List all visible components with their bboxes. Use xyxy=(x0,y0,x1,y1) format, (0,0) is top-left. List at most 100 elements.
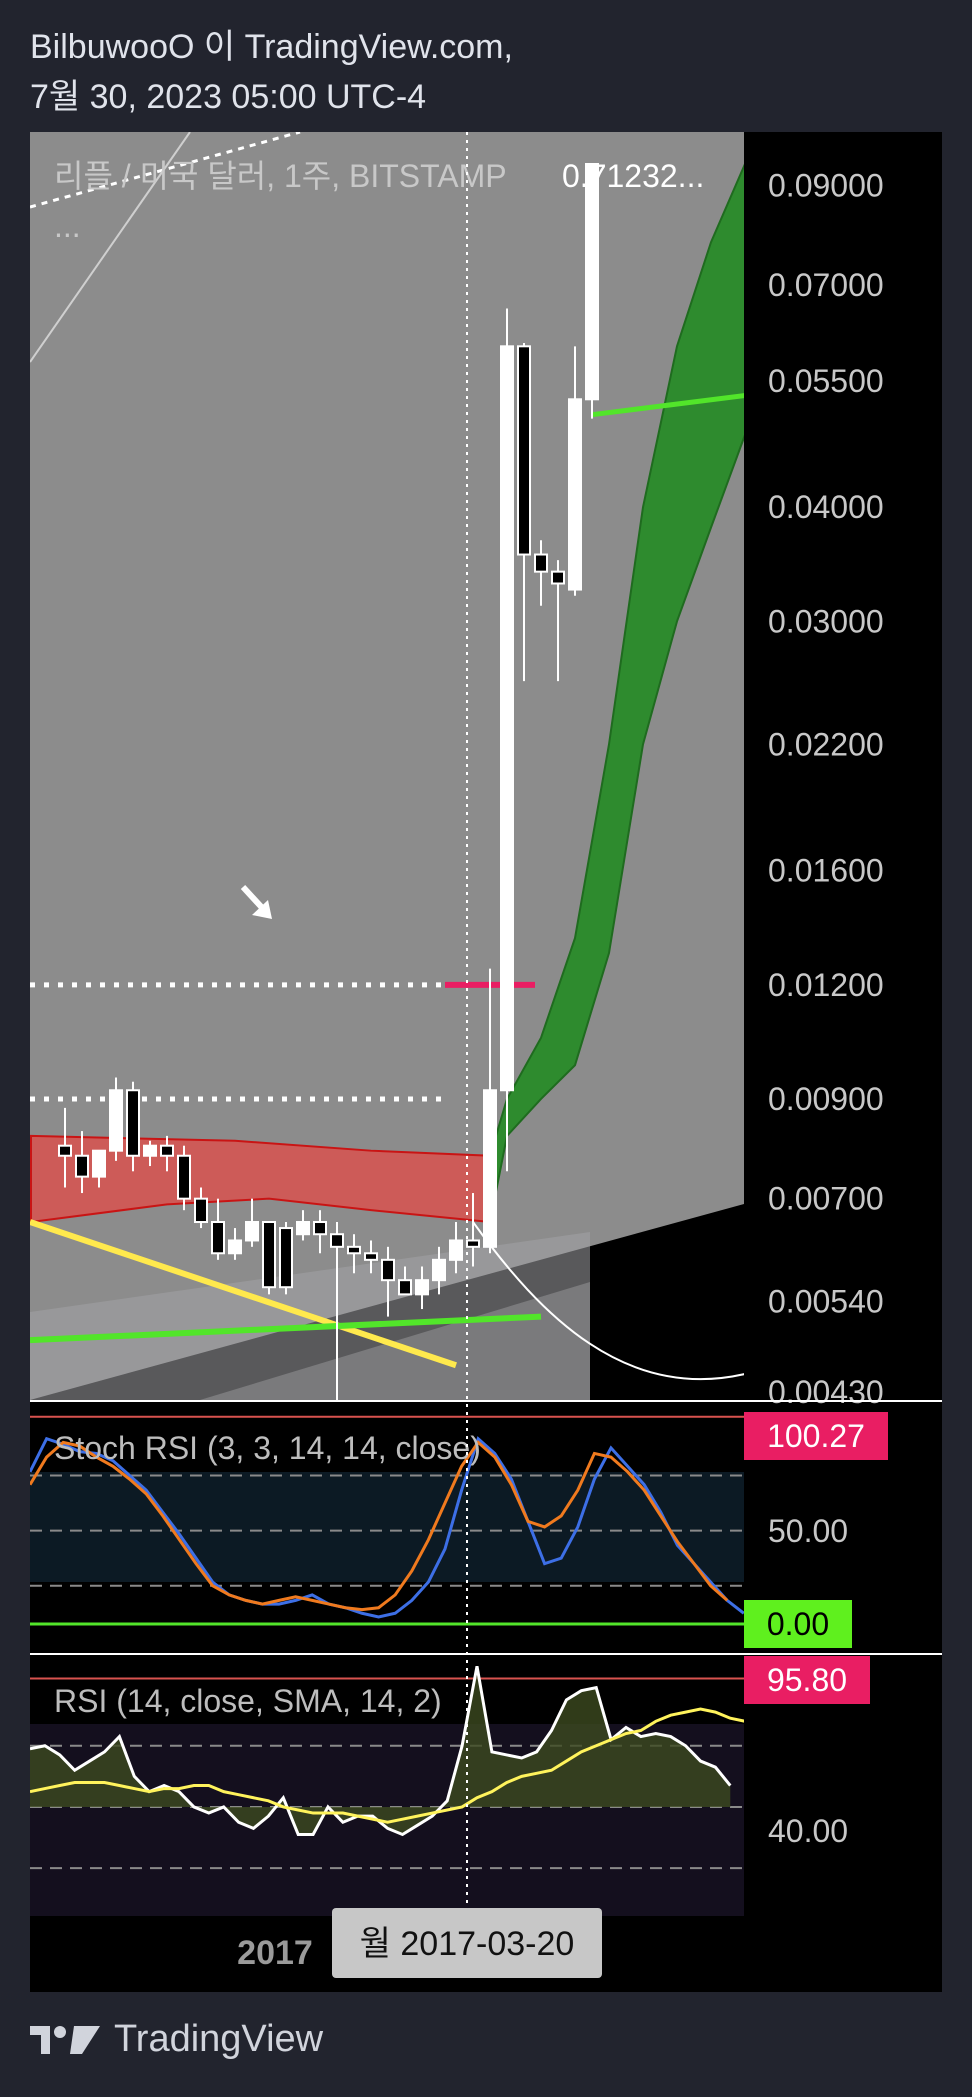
candle-body xyxy=(517,345,531,556)
candle-body xyxy=(211,1221,225,1255)
crosshair-date-label xyxy=(332,1908,602,1978)
stoch-zero-badge xyxy=(744,1600,852,1648)
candle xyxy=(194,1187,208,1229)
price-axis-tick: 0.00430 xyxy=(768,1374,884,1410)
candle-body xyxy=(466,1239,480,1248)
candle-body xyxy=(296,1221,310,1236)
candle-body xyxy=(398,1279,412,1296)
stoch-zero-badge-text: 0.00 xyxy=(767,1606,829,1642)
candle-body xyxy=(483,1089,497,1248)
candle xyxy=(228,1228,242,1260)
green-trendline-upper xyxy=(591,393,744,418)
chart-frame: 리플 / 미국 달러, 1주, BITSTAMP 0.71232... ... … xyxy=(30,132,942,1992)
candle-body xyxy=(92,1149,106,1178)
date-line: 7월 30, 2023 05:00 UTC-4 xyxy=(30,78,427,116)
stoch-value-badge xyxy=(744,1412,888,1460)
candle xyxy=(347,1234,361,1274)
osc-series-0 xyxy=(30,1436,744,1619)
candle-body xyxy=(585,163,599,401)
price-axis-tick: 0.02200 xyxy=(768,726,884,762)
candle xyxy=(568,346,582,596)
candle xyxy=(381,1246,395,1317)
stoch-axis-tick: 50.00 xyxy=(768,1513,848,1549)
candle xyxy=(75,1131,89,1194)
yellow-trendline xyxy=(30,1219,457,1369)
candle-body xyxy=(534,553,548,573)
candle-body xyxy=(109,1089,123,1152)
candle xyxy=(109,1077,123,1161)
candle xyxy=(177,1145,191,1211)
cloud-fill xyxy=(489,163,744,1223)
candle xyxy=(517,343,531,682)
candle xyxy=(551,560,565,682)
price-axis-tick: 0.01200 xyxy=(768,967,884,1003)
arrow-down-right-icon xyxy=(240,884,272,919)
candle xyxy=(398,1266,412,1296)
crosshair-date-text: 월 2017-03-20 xyxy=(360,1925,575,1963)
osc-series-1 xyxy=(30,1440,729,1612)
candle-body xyxy=(58,1144,72,1157)
band-fill xyxy=(30,1134,491,1224)
chart-header: BilbuwooO 이 TradingView.com, 7월 30, 2023… xyxy=(30,22,513,122)
candle-body xyxy=(449,1239,463,1261)
stoch-rsi-lines xyxy=(30,1415,744,1626)
rsi-title: RSI (14, close, SMA, 14, 2) xyxy=(54,1683,442,1719)
price-axis-tick: 0.00700 xyxy=(768,1181,884,1217)
candle xyxy=(330,1222,344,1400)
rsi-value-badge xyxy=(744,1656,870,1704)
candle xyxy=(211,1198,225,1260)
candle xyxy=(415,1266,429,1310)
author-line: BilbuwooO 이 TradingView.com, xyxy=(30,28,513,66)
candle-body xyxy=(313,1221,327,1236)
chart-canvas[interactable]: 리플 / 미국 달러, 1주, BITSTAMP 0.71232... ... … xyxy=(30,132,942,1992)
candle-body xyxy=(143,1144,157,1157)
footer: TradingView xyxy=(30,2018,323,2061)
candle-body xyxy=(381,1258,395,1282)
candle xyxy=(466,1193,480,1267)
candle-body xyxy=(347,1245,361,1255)
price-axis-tick: 0.04000 xyxy=(768,489,884,525)
green-trendline-lower xyxy=(30,1313,542,1344)
candle xyxy=(585,163,599,419)
price-axis[interactable]: 0.09000 0.07000 0.05500 0.04000 0.03000 0.022… xyxy=(768,167,884,1410)
price-axis-tick: 0.09000 xyxy=(768,167,884,203)
osc-area-fill xyxy=(30,1666,731,1835)
price-axis-tick: 0.00900 xyxy=(768,1081,884,1117)
candle-body xyxy=(245,1221,259,1242)
stoch-value-badge-text: 100.27 xyxy=(767,1418,865,1454)
candle xyxy=(500,308,514,1172)
time-axis-label-2017: 2017 xyxy=(237,1934,313,1972)
footer-brand: TradingView xyxy=(114,2018,324,2060)
osc-series-1 xyxy=(30,1707,744,1824)
title-more-label: ... xyxy=(54,208,81,244)
candle xyxy=(160,1135,174,1172)
green-cloud xyxy=(489,163,744,1223)
candle xyxy=(534,540,548,606)
candle-body xyxy=(500,345,514,1092)
stoch-rsi-title: Stoch RSI (3, 3, 14, 14, close) xyxy=(54,1430,481,1466)
candle-body xyxy=(262,1221,276,1289)
candle-body xyxy=(432,1258,446,1282)
candle-body xyxy=(330,1233,344,1248)
price-axis-tick: 0.00540 xyxy=(768,1284,884,1320)
candle xyxy=(262,1221,276,1295)
candle-body xyxy=(177,1154,191,1200)
price-axis-tick: 0.07000 xyxy=(768,267,884,303)
candle-body xyxy=(551,570,565,585)
price-chart-title: 리플 / 미국 달러, 1주, BITSTAMP xyxy=(54,158,507,194)
candle xyxy=(313,1210,327,1254)
red-band xyxy=(30,1134,491,1224)
curve-line xyxy=(472,1221,744,1380)
price-axis-tick: 0.03000 xyxy=(768,603,884,639)
candle-body xyxy=(126,1089,140,1157)
candle-body xyxy=(160,1144,174,1157)
candle xyxy=(126,1081,140,1172)
candle xyxy=(143,1140,157,1167)
dashed-channel-line xyxy=(30,132,301,209)
faint-diagonal-line xyxy=(30,132,191,363)
candles xyxy=(58,163,599,1400)
stoch-background-band xyxy=(30,1472,744,1582)
tradingview-logo-icon xyxy=(30,2025,100,2054)
candle-body xyxy=(228,1239,242,1255)
price-axis-tick: 0.05500 xyxy=(768,363,884,399)
